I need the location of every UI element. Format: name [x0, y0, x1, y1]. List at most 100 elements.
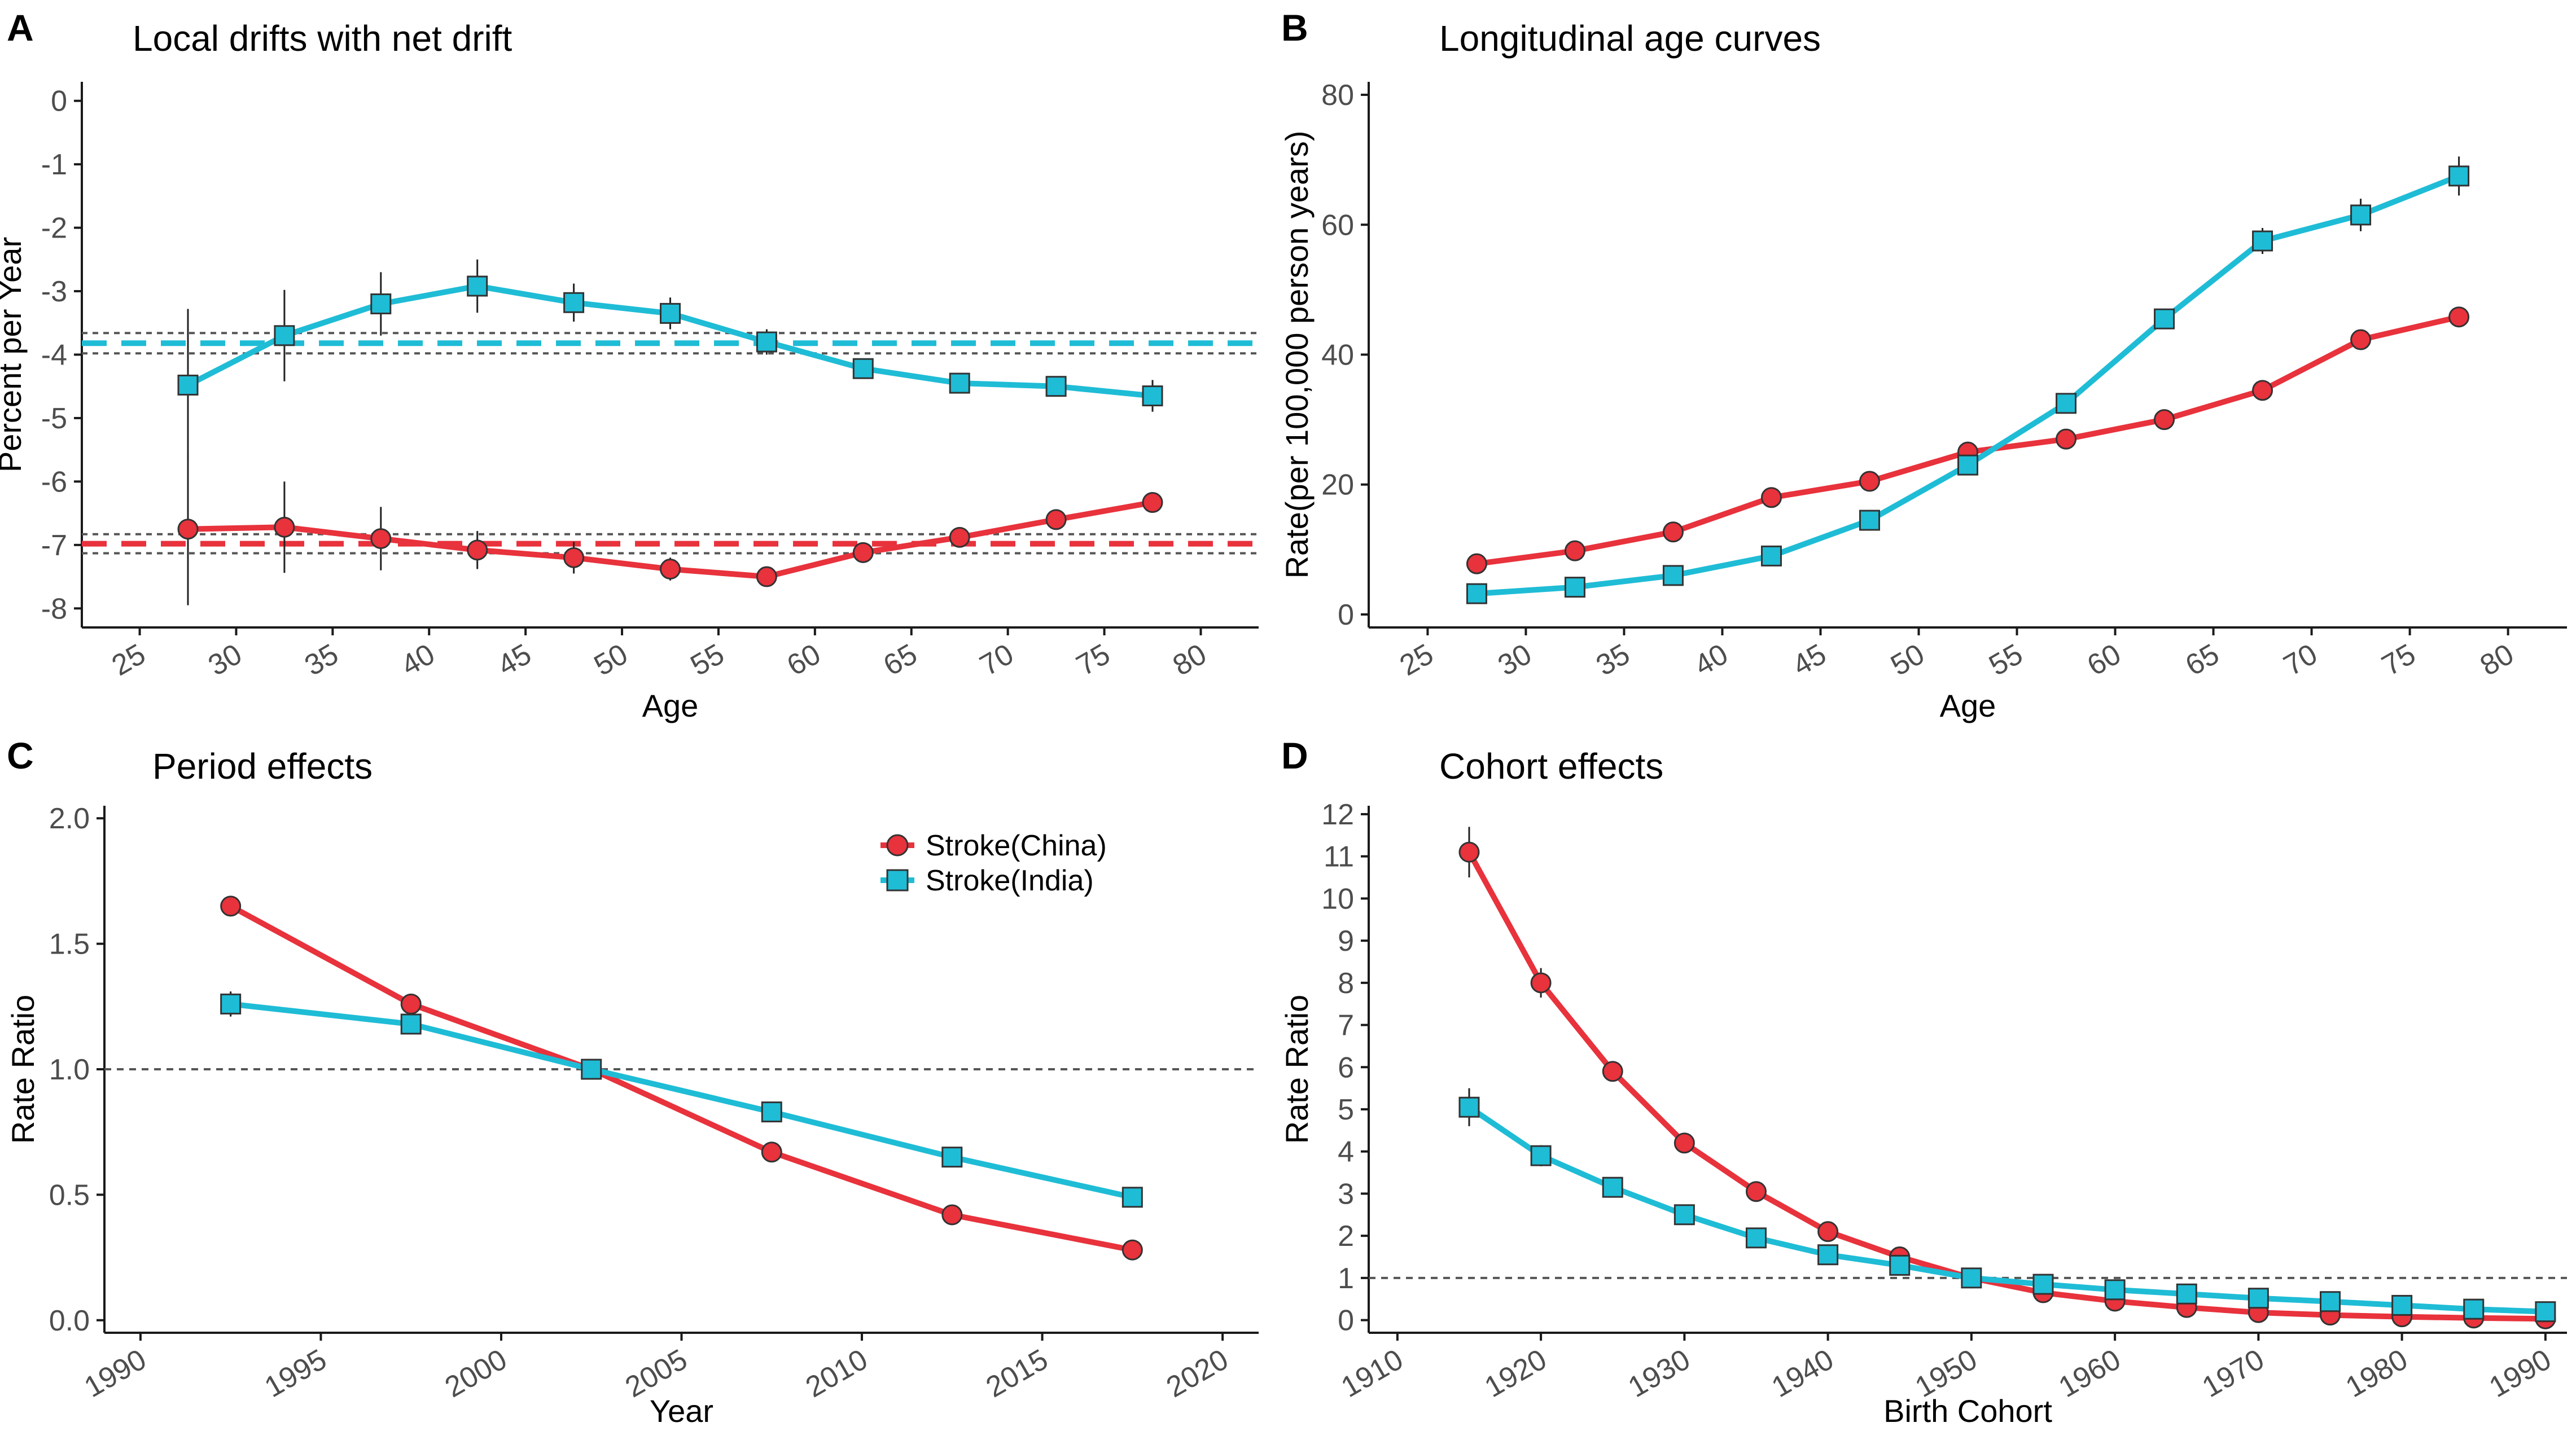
panel-title: Period effects [152, 746, 373, 787]
x-tick-label: 45 [492, 638, 537, 682]
point-india [2056, 393, 2077, 414]
x-tick-label: 1970 [2197, 1343, 2270, 1404]
point-china [660, 559, 681, 580]
y-tick-label: 5 [1338, 1094, 1354, 1126]
series-china [220, 895, 1143, 1261]
y-tick-label: -6 [41, 466, 67, 498]
x-tick-label: 2010 [800, 1343, 873, 1404]
series-india [1458, 1088, 2556, 1323]
y-tick-label: 0 [1338, 599, 1354, 631]
point-india [1458, 1096, 1480, 1118]
point-china [1817, 1221, 1839, 1242]
point-india [2535, 1301, 2556, 1323]
point-india [2248, 1288, 2269, 1309]
point-india [1673, 1204, 1695, 1226]
point-india [2176, 1283, 2197, 1305]
series-india [177, 259, 1163, 462]
point-china [220, 895, 242, 917]
point-india [563, 292, 585, 313]
x-tick-label: 75 [1071, 638, 1115, 682]
panel-b: B Longitudinal age curves 0 20 40 60 80 25 30 35 4… [1279, 7, 2567, 723]
point-china [177, 519, 199, 540]
point-india [370, 293, 392, 315]
point-india [177, 374, 199, 396]
y-tick-label: -7 [41, 529, 67, 562]
point-india [1564, 577, 1585, 598]
y-tick-label: 0.0 [49, 1305, 90, 1337]
y-tick-label: 2.0 [49, 802, 90, 835]
series-china [177, 453, 1163, 605]
y-tick-label: 2 [1338, 1220, 1354, 1253]
y-tick-label: -2 [41, 212, 67, 245]
point-china [1673, 1132, 1695, 1154]
point-china [2448, 306, 2470, 328]
point-india [220, 993, 242, 1015]
x-tick-label: 2015 [980, 1343, 1053, 1404]
x-tick-label: 1920 [1479, 1343, 1552, 1404]
y-tick-label: 12 [1321, 798, 1354, 831]
y-tick-label: 3 [1338, 1178, 1354, 1210]
point-india [2154, 308, 2175, 330]
panel-letter: B [1281, 7, 1308, 49]
point-india [1745, 1227, 1767, 1249]
point-india [660, 302, 681, 324]
point-india [2350, 204, 2372, 226]
point-india [2032, 1274, 2054, 1295]
y-tick-label: -5 [41, 402, 67, 435]
point-india [2448, 165, 2470, 187]
x-tick-label: 80 [2474, 638, 2519, 682]
y-tick-label: -1 [41, 148, 67, 181]
x-tick-label: 25 [1394, 638, 1439, 682]
series-line-china [1474, 314, 2462, 567]
point-india [2319, 1291, 2341, 1312]
point-china [941, 1204, 963, 1226]
point-china [2154, 409, 2175, 431]
series-india [1466, 156, 2470, 604]
y-tick-label: -3 [41, 275, 67, 308]
series-line-china [227, 903, 1136, 1253]
x-axis-title: Birth Cohort [1883, 1393, 2052, 1429]
point-india [1530, 1145, 1552, 1166]
point-india [467, 275, 488, 297]
y-tick-label: 0 [1338, 1305, 1354, 1337]
x-tick-label: 30 [203, 638, 247, 682]
point-india [1602, 1176, 1623, 1198]
point-china [1121, 1239, 1143, 1261]
legend-marker-india [886, 869, 909, 892]
x-axis-title: Age [1940, 688, 1996, 723]
point-china [2350, 329, 2372, 350]
point-india [2104, 1279, 2126, 1301]
x-tick-label: 2020 [1161, 1343, 1234, 1404]
point-china [467, 539, 488, 561]
x-tick-label: 65 [878, 638, 923, 682]
y-tick-label: -4 [41, 339, 67, 372]
point-india [756, 331, 777, 353]
y-tick-label: 1 [1338, 1262, 1354, 1295]
point-china [1564, 540, 1585, 561]
x-axis-title: Year [650, 1393, 713, 1429]
y-tick-label: 0.5 [49, 1179, 90, 1211]
point-india [2463, 1298, 2485, 1320]
legend: Stroke(China)Stroke(India) [880, 829, 1107, 897]
point-china [949, 526, 970, 548]
point-china [1142, 491, 1163, 513]
point-india [1859, 510, 1880, 531]
x-tick-label: 40 [1689, 638, 1733, 682]
point-china [1458, 841, 1480, 863]
x-tick-label: 70 [2278, 638, 2323, 682]
panel-letter: C [7, 735, 34, 776]
y-tick-label: 9 [1338, 925, 1354, 958]
point-india [1045, 376, 1067, 397]
point-china [1760, 487, 1782, 508]
x-tick-label: 1995 [259, 1343, 332, 1404]
x-tick-label: 75 [2376, 638, 2421, 682]
x-tick-label: 60 [2082, 638, 2126, 682]
x-tick-label: 2000 [440, 1343, 512, 1404]
x-tick-label: 70 [975, 638, 1019, 682]
point-china [370, 528, 392, 550]
y-tick-label: 1.0 [49, 1053, 90, 1086]
x-tick-label: 60 [782, 638, 826, 682]
panel-title: Local drifts with net drift [133, 18, 512, 59]
y-tick-label: 8 [1338, 967, 1354, 1000]
